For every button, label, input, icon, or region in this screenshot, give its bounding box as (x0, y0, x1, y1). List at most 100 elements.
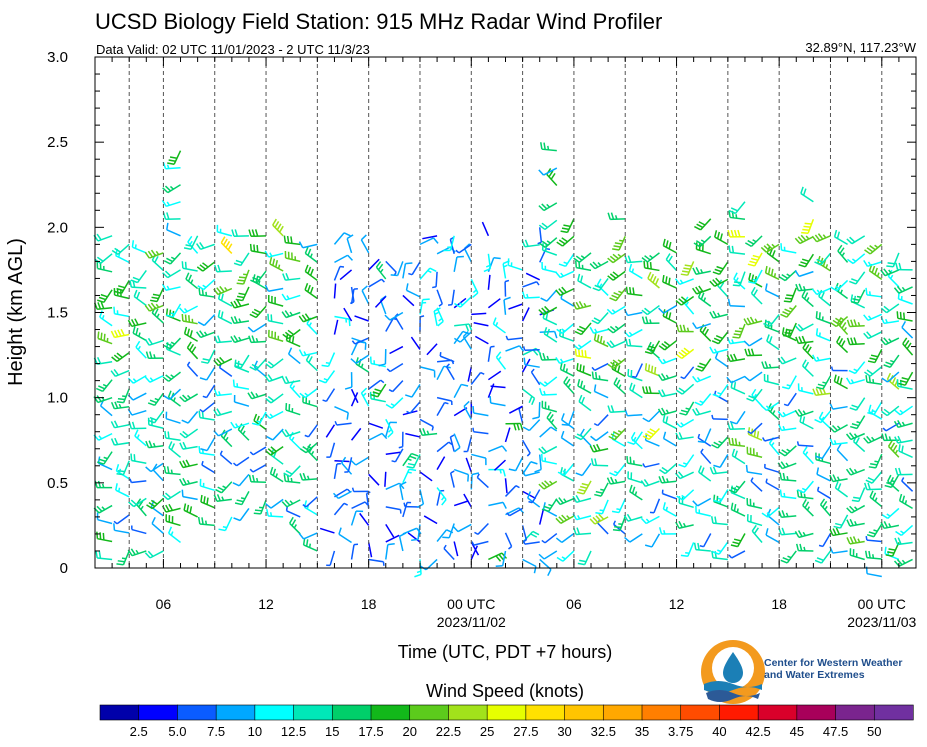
barb-flag (565, 368, 568, 373)
barb-staff (855, 271, 866, 285)
barb-flag (283, 474, 287, 482)
barb-flag (647, 271, 652, 279)
barb-flag (134, 318, 139, 326)
barb-flag (508, 468, 516, 472)
barb-staff (699, 235, 712, 248)
wind-barb (845, 432, 865, 441)
barb-staff (453, 468, 469, 476)
barb-flag (753, 429, 757, 437)
barb-flag (760, 405, 768, 412)
barb-flag (465, 324, 470, 332)
barb-flag (131, 240, 135, 248)
wind-barb (453, 468, 470, 482)
barb-flag (800, 186, 804, 194)
barb-flag (678, 463, 686, 468)
wind-barb (504, 532, 513, 550)
wind-barb (779, 489, 797, 500)
barb-flag (663, 341, 671, 347)
barb-staff (628, 328, 643, 338)
wind-barb (93, 233, 113, 242)
barb-flag (379, 268, 384, 273)
barb-flag (456, 255, 464, 258)
barb-flag (646, 261, 649, 269)
wind-barb (594, 482, 609, 497)
barb-flag (217, 335, 221, 343)
barb-flag (113, 306, 116, 314)
barb-flag (540, 142, 543, 150)
logo-line-1: Center for Western Weather (764, 657, 903, 669)
barb-flag (441, 499, 447, 506)
barb-staff (782, 357, 797, 365)
wind-barb (733, 272, 746, 290)
barb-flag (617, 359, 622, 363)
wind-barb (350, 543, 359, 560)
barb-flag (714, 268, 722, 273)
barb-flag (884, 546, 887, 554)
barb-flag (751, 274, 755, 282)
barb-flag (541, 240, 549, 246)
barb-flag (615, 379, 621, 387)
barb-staff (769, 314, 780, 327)
barb-flag (852, 298, 860, 301)
barb-flag (227, 243, 233, 251)
barb-flag (432, 237, 439, 244)
wind-barb (886, 252, 900, 268)
barb-flag (290, 477, 293, 483)
wind-barb (865, 536, 882, 543)
barb-flag (901, 421, 906, 426)
barb-staff (696, 322, 711, 330)
wind-barb (675, 295, 695, 306)
barb-staff (422, 235, 438, 240)
barb-flag (805, 235, 810, 240)
barb-flag (728, 209, 736, 215)
barb-flag (521, 291, 526, 299)
barb-flag (96, 256, 104, 262)
barb-flag (752, 278, 757, 282)
barb-staff (663, 304, 677, 314)
barb-flag (437, 320, 444, 327)
barb-flag (802, 285, 806, 291)
wind-barb (471, 312, 487, 316)
barb-staff (798, 389, 814, 395)
wind-barb (487, 370, 502, 381)
wind-barb (267, 313, 284, 325)
colorbar-swatch (602, 704, 643, 721)
wind-barb (796, 489, 814, 500)
barb-staff (713, 500, 729, 508)
wind-barb (488, 445, 508, 453)
wind-barb (408, 261, 421, 276)
barb-flag (236, 282, 244, 285)
barb-staff (611, 368, 626, 378)
barb-flag (113, 520, 118, 525)
wind-barb (521, 307, 530, 322)
barb-staff (151, 312, 164, 324)
wind-barb (521, 291, 540, 299)
barb-flag (716, 231, 721, 239)
barb-staff (473, 430, 489, 435)
barb-staff (566, 218, 575, 233)
barb-staff (687, 261, 695, 276)
wind-barb (505, 345, 525, 352)
wind-barb (97, 331, 113, 345)
barb-flag (719, 233, 723, 241)
barb-flag (794, 237, 801, 244)
wind-barb (572, 513, 592, 521)
barb-flag (524, 239, 529, 247)
barb-flag (763, 322, 771, 327)
barb-flag (381, 432, 388, 440)
barb-staff (731, 375, 746, 384)
barb-flag (784, 297, 793, 300)
barb-flag (867, 482, 871, 490)
barb-staff (633, 431, 643, 445)
barb-staff (559, 270, 575, 279)
wind-barb (94, 480, 113, 489)
barb-flag (851, 404, 859, 409)
barb-staff (887, 275, 900, 288)
barb-staff (343, 307, 353, 322)
barb-flag (269, 512, 273, 517)
barb-flag (804, 451, 809, 456)
barb-flag (881, 513, 889, 520)
barb-staff (717, 436, 729, 449)
barb-flag (121, 557, 127, 560)
wind-barb (778, 445, 797, 457)
